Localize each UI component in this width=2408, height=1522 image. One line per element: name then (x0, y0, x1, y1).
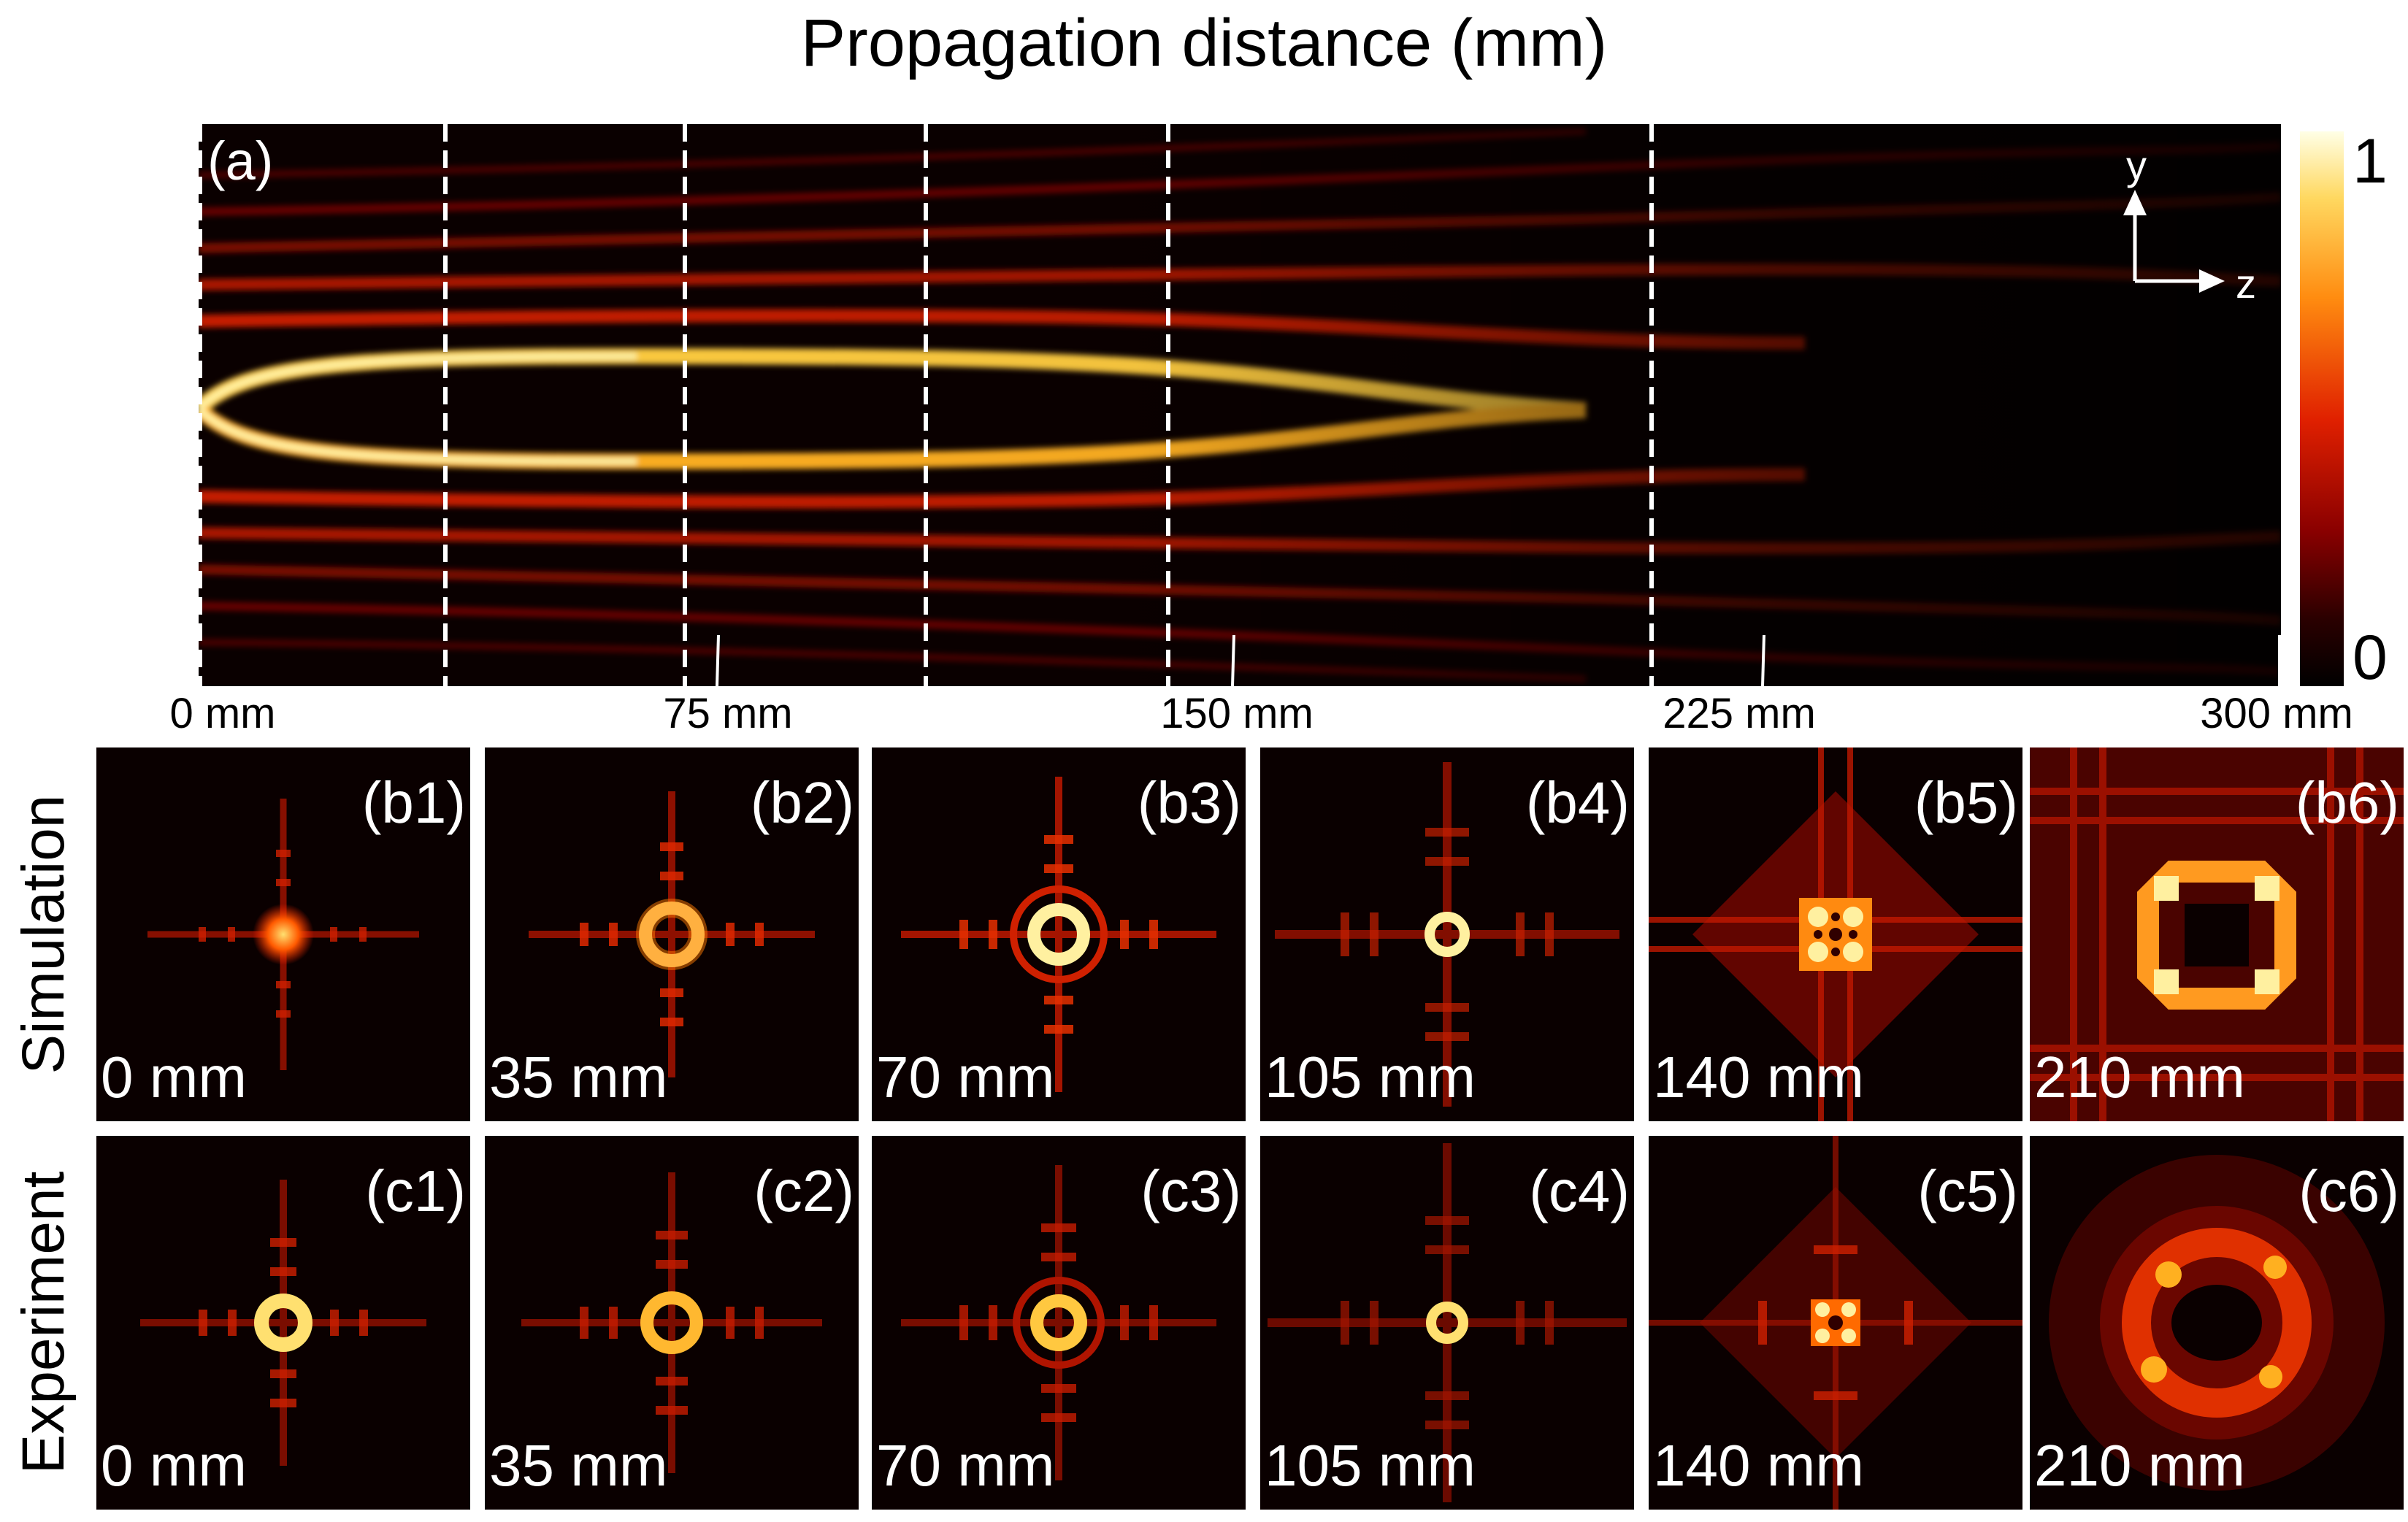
tile-distance: 35 mm (489, 1045, 668, 1110)
experiment-tile: (c2) 35 mm (485, 1136, 859, 1510)
beam-profile-image (901, 777, 1216, 1092)
x-tick-label: 225 mm (1663, 690, 1816, 737)
x-tick-label: 300 mm (2200, 690, 2353, 737)
beam-profile-image (1275, 762, 1619, 1107)
tile-distance: 140 mm (1653, 1433, 1864, 1498)
beam-profile-image (529, 791, 815, 1077)
propagation-map: (a) y z (199, 124, 2281, 686)
simulation-tile: (b3) 70 mm (872, 747, 1246, 1121)
tile-distance: 105 mm (1265, 1433, 1476, 1498)
simulation-tile: (b4) 105 mm (1260, 747, 1634, 1121)
simulation-tile: (b6) 210 mm (2030, 747, 2404, 1121)
y-axis-label: y (2126, 142, 2147, 188)
tile-label: (c6) (2298, 1158, 2399, 1223)
experiment-tile: (c4) 105 mm (1260, 1136, 1634, 1510)
beam-profile-image (2049, 1155, 2385, 1491)
beam-profile-image (521, 1172, 822, 1473)
colorbar (2300, 131, 2344, 686)
tile-label: (b5) (1914, 770, 2018, 835)
tile-label: (b1) (361, 770, 466, 835)
beam-profile-image (2030, 747, 2404, 1121)
z-axis-label: z (2236, 261, 2256, 307)
tile-distance: 140 mm (1653, 1045, 1864, 1110)
figure-title: Propagation distance (mm) (800, 6, 1608, 80)
x-tick-label: 75 mm (663, 690, 793, 737)
tile-distance: 70 mm (876, 1045, 1055, 1110)
experiment-tile: (c5) 140 mm (1649, 1136, 2022, 1510)
panel-a-label: (a) (207, 131, 274, 191)
tile-label: (c5) (1917, 1158, 2018, 1223)
colorbar-min-label: 0 (2353, 623, 2388, 693)
x-tick-label: 0 mm (169, 690, 276, 737)
beam-profile-image (1268, 1143, 1627, 1502)
tile-distance: 105 mm (1265, 1045, 1476, 1110)
beam-profile-image (140, 1180, 426, 1466)
tile-label: (b6) (2295, 770, 2399, 835)
beam-profile-image (901, 1165, 1216, 1480)
experiment-tile: (c1) 0 mm (96, 1136, 470, 1510)
experiment-row-title: Experiment (10, 1171, 77, 1475)
beam-profile-image (1649, 1136, 2022, 1510)
tile-label: (c2) (754, 1158, 854, 1223)
simulation-tile: (b1) 0 mm (96, 747, 470, 1121)
tile-label: (b3) (1137, 770, 1241, 835)
simulation-row-title: Simulation (10, 794, 77, 1075)
simulation-tile: (b5) 140 mm (1649, 747, 2022, 1121)
tile-label: (b4) (1525, 770, 1630, 835)
beam-profile-image (147, 799, 419, 1070)
tile-distance: 0 mm (101, 1433, 247, 1498)
experiment-tile: (c3) 70 mm (872, 1136, 1246, 1510)
tile-label: (c1) (365, 1158, 466, 1223)
x-tick-label: 150 mm (1160, 690, 1314, 737)
tile-distance: 210 mm (2034, 1045, 2245, 1110)
propagation-map-graphic (199, 124, 2281, 686)
tile-label: (b2) (750, 770, 854, 835)
simulation-tile: (b2) 35 mm (485, 747, 859, 1121)
experiment-tile: (c6) 210 mm (2030, 1136, 2404, 1510)
tile-distance: 210 mm (2034, 1433, 2245, 1498)
tile-distance: 0 mm (101, 1045, 247, 1110)
tile-label: (c3) (1140, 1158, 1241, 1223)
tile-distance: 70 mm (876, 1433, 1055, 1498)
beam-profile-image (1649, 747, 2022, 1121)
tile-distance: 35 mm (489, 1433, 668, 1498)
colorbar-max-label: 1 (2353, 126, 2388, 196)
tile-label: (c4) (1529, 1158, 1630, 1223)
